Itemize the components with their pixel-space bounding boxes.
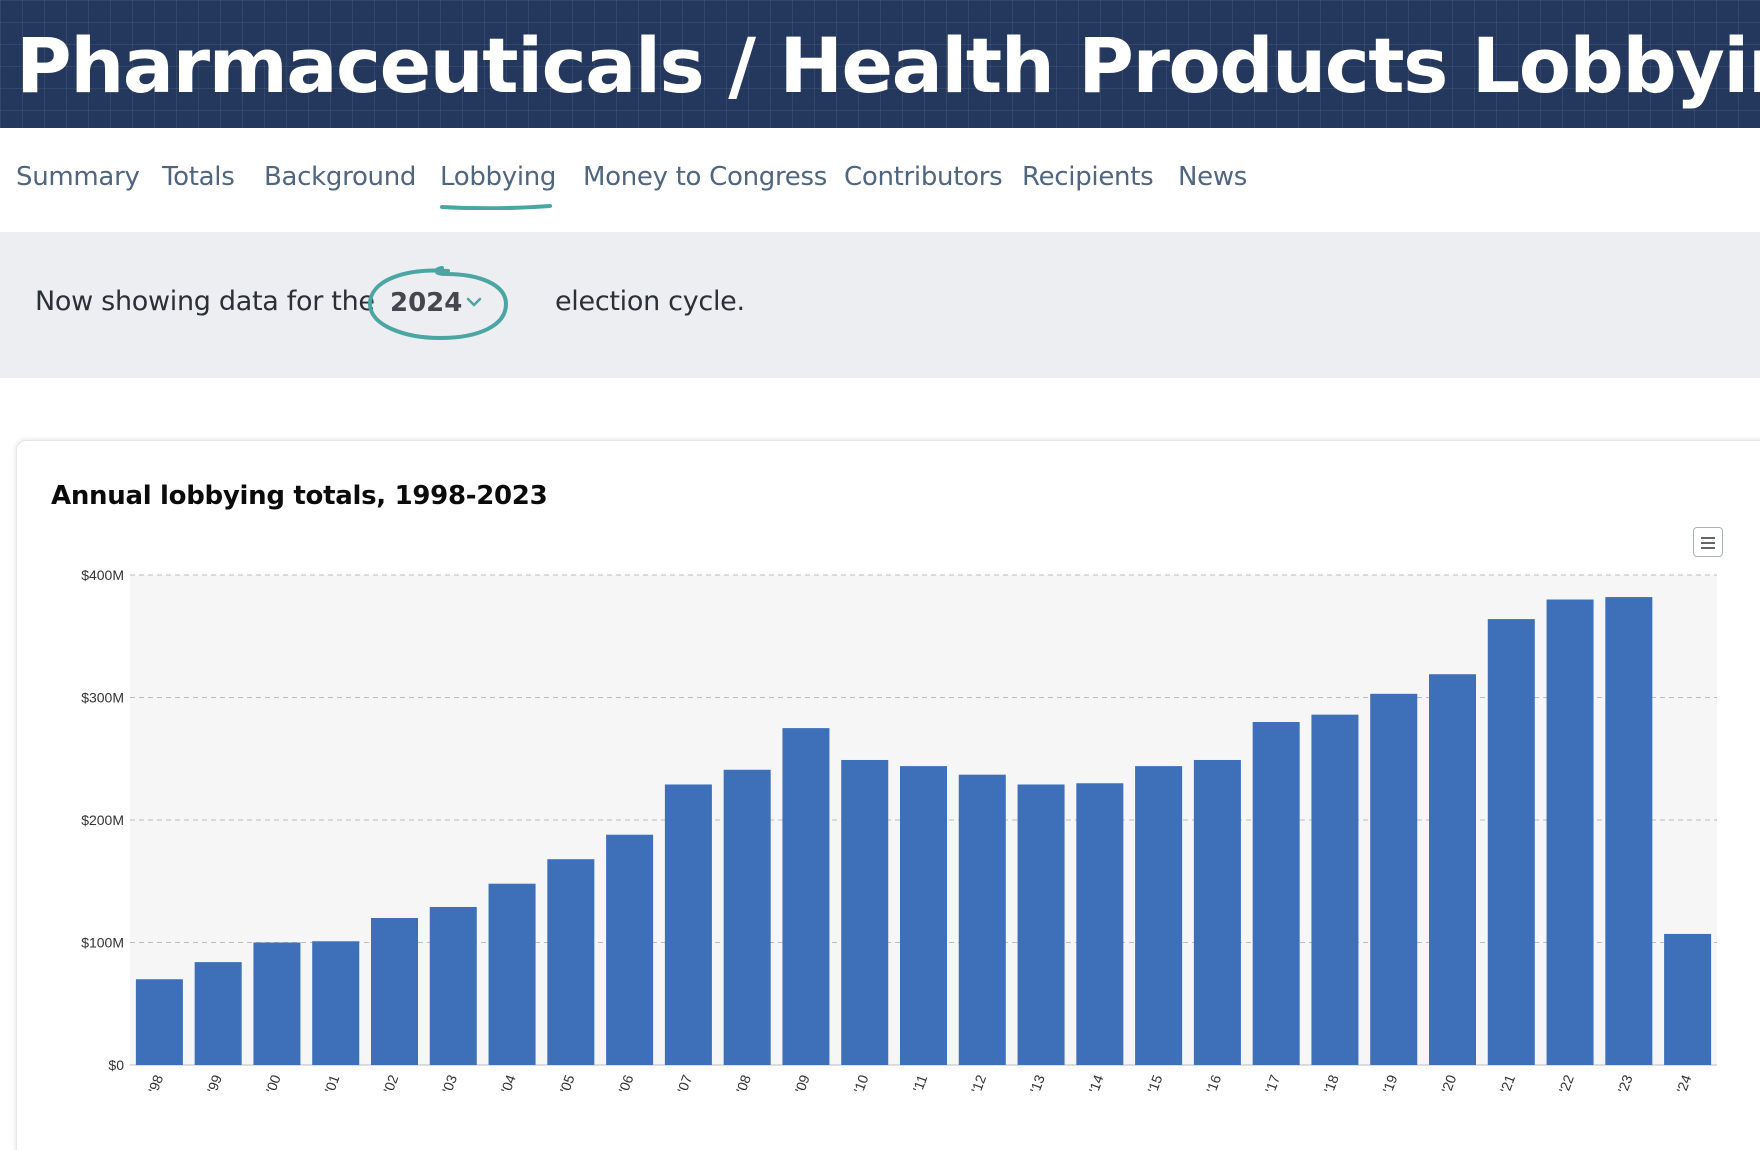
x-tick-label: '14 [1085, 1072, 1106, 1095]
page-header: Pharmaceuticals / Health Products Lobbyi… [0, 0, 1760, 128]
x-tick-label: '15 [1144, 1072, 1165, 1095]
selected-cycle-value: 2024 [390, 288, 463, 318]
bar[interactable] [1664, 933, 1712, 1065]
x-tick-label: '00 [262, 1072, 283, 1095]
x-tick-label: '17 [1262, 1072, 1283, 1095]
tab-recipients[interactable]: Recipients [1022, 162, 1154, 192]
tab-label: Summary [16, 162, 140, 192]
x-tick-label: '19 [1379, 1072, 1400, 1095]
x-tick-label: '09 [791, 1072, 812, 1095]
y-tick-label: $200M [81, 812, 124, 828]
tab-label: Totals [162, 162, 235, 192]
x-tick-label: '08 [733, 1072, 754, 1095]
lobbying-chart-card: Annual lobbying totals, 1998-2023 $0 $100… [16, 440, 1760, 1150]
bar[interactable] [1193, 759, 1241, 1065]
cycle-selector-bar: Now showing data for the 2024 election c… [0, 232, 1760, 378]
bar[interactable] [841, 759, 889, 1065]
x-tick-label: '23 [1614, 1072, 1635, 1095]
x-tick-label: '13 [1027, 1072, 1048, 1095]
x-tick-label: '22 [1556, 1072, 1577, 1095]
cycle-suffix-text: election cycle. [555, 286, 745, 317]
tab-totals[interactable]: Totals [162, 162, 235, 192]
bar-chart: $0 $100M $200M $300M $400M '98 '99 '00 '01 '02 '03… [81, 567, 1717, 1095]
x-tick-label: '20 [1438, 1072, 1459, 1095]
bar[interactable] [1135, 766, 1183, 1065]
x-tick-label: '11 [909, 1072, 930, 1094]
bar[interactable] [135, 979, 183, 1065]
tab-lobbying[interactable]: Lobbying [440, 162, 557, 210]
y-tick-label: $100M [81, 935, 124, 951]
cycle-dropdown[interactable]: 2024 [366, 266, 510, 342]
cycle-prefix-text: Now showing data for the [35, 286, 375, 317]
bar[interactable] [1370, 693, 1418, 1065]
x-tick-label: '03 [439, 1072, 460, 1095]
bar[interactable] [664, 784, 712, 1065]
x-tick-label: '04 [498, 1072, 519, 1095]
x-tick-label: '16 [1203, 1072, 1224, 1095]
x-tick-label: '21 [1497, 1072, 1518, 1095]
bar[interactable] [1487, 619, 1535, 1065]
bar[interactable] [723, 769, 771, 1065]
bar[interactable] [899, 766, 948, 1065]
tab-label: Money to Congress [583, 162, 827, 192]
bar[interactable] [312, 941, 360, 1065]
bar[interactable] [1076, 783, 1124, 1065]
tab-contributors[interactable]: Contributors [844, 162, 1003, 192]
bar[interactable] [370, 918, 419, 1065]
tab-label: Recipients [1022, 162, 1154, 192]
tab-background[interactable]: Background [264, 162, 416, 192]
hamburger-menu-icon[interactable] [1693, 527, 1723, 557]
chart-title: Annual lobbying totals, 1998-2023 [51, 481, 548, 511]
x-tick-label: '18 [1320, 1072, 1341, 1095]
hand-drawn-circle-icon [367, 266, 509, 341]
bar[interactable] [1546, 599, 1594, 1066]
tab-label: Contributors [844, 162, 1003, 192]
bar[interactable] [488, 883, 536, 1065]
x-tick-label: '99 [204, 1072, 225, 1095]
tab-news[interactable]: News [1178, 162, 1247, 192]
bar[interactable] [1017, 784, 1065, 1065]
x-tick-label: '06 [615, 1072, 636, 1095]
x-tick-label: '24 [1673, 1072, 1694, 1095]
y-tick-label: $300M [81, 690, 124, 706]
x-tick-label: '07 [674, 1072, 695, 1095]
x-tick-label: '98 [145, 1072, 166, 1095]
section-tabs: Summary Totals Background Lobbying Money… [0, 128, 1760, 232]
x-tick-label: '02 [380, 1072, 401, 1095]
y-tick-label: $400M [81, 567, 124, 583]
tab-label: News [1178, 162, 1248, 192]
bar[interactable] [253, 942, 301, 1066]
bar[interactable] [547, 859, 595, 1065]
page-title: Pharmaceuticals / Health Products Lobbyi… [16, 21, 1760, 110]
bar[interactable] [429, 906, 477, 1065]
bar[interactable] [194, 962, 242, 1065]
tab-label: Lobbying [440, 162, 557, 192]
active-tab-underline [440, 204, 552, 210]
bar[interactable] [1252, 722, 1300, 1065]
bar[interactable] [958, 774, 1006, 1065]
bar[interactable] [1605, 597, 1653, 1065]
bar[interactable] [606, 834, 654, 1065]
tab-summary[interactable]: Summary [16, 162, 140, 192]
y-tick-label: $0 [108, 1057, 124, 1073]
x-tick-label: '10 [850, 1072, 871, 1095]
bar[interactable] [1311, 714, 1359, 1065]
tab-label: Background [264, 162, 417, 192]
tab-money-to-congress[interactable]: Money to Congress [583, 162, 827, 192]
chevron-down-icon [466, 297, 482, 307]
bar[interactable] [782, 728, 830, 1065]
x-tick-label: '12 [968, 1072, 989, 1095]
x-tick-label: '05 [556, 1072, 577, 1095]
x-tick-label: '01 [321, 1072, 342, 1095]
bar[interactable] [1428, 674, 1477, 1065]
